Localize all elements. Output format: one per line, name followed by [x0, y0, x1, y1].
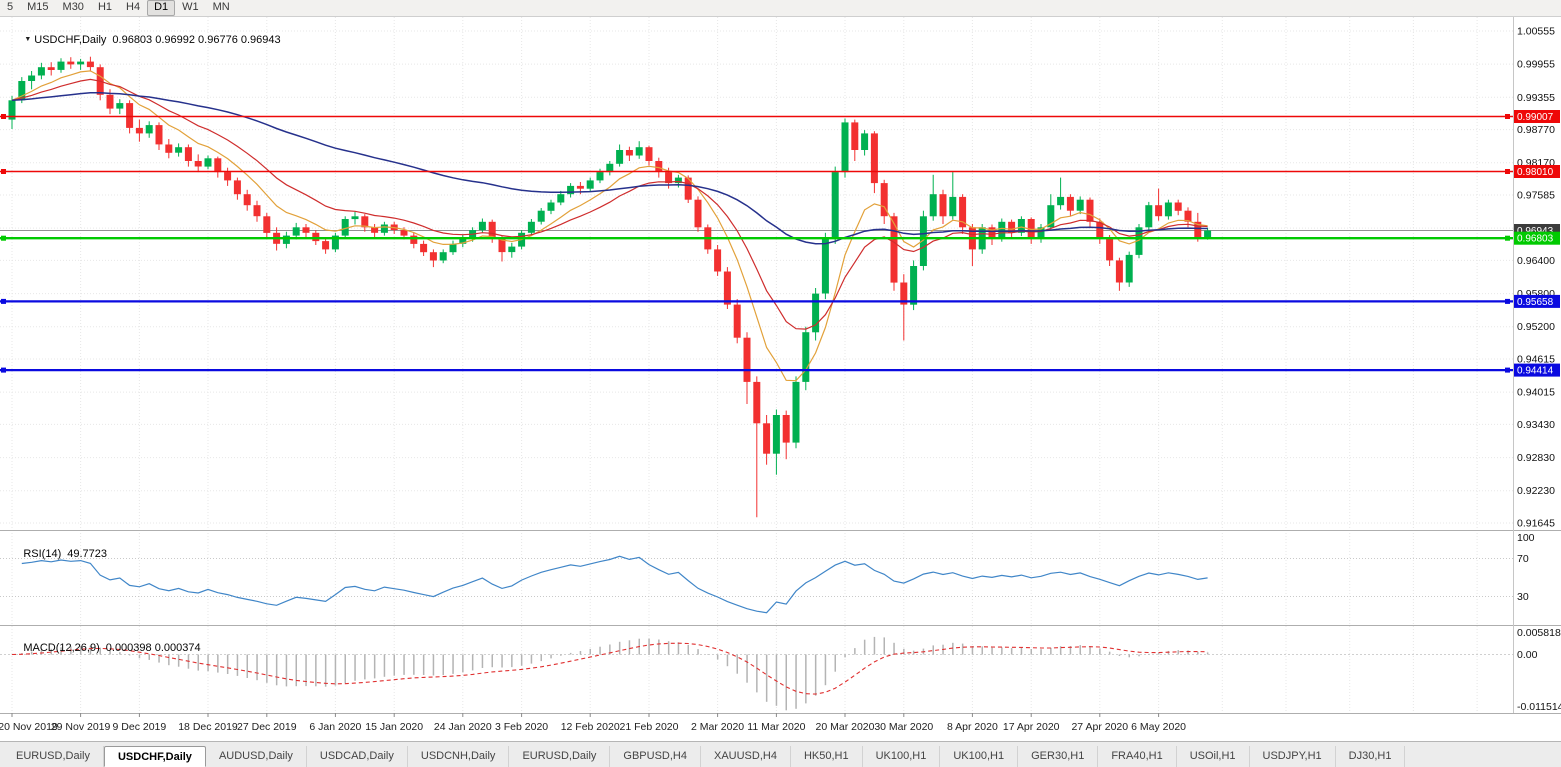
chart-tab-audusd-daily[interactable]: AUDUSD,Daily [205, 746, 307, 767]
svg-text:70: 70 [1517, 553, 1529, 565]
chart-tab-eurusd-daily[interactable]: EURUSD,Daily [3, 746, 104, 767]
svg-text:0.95658: 0.95658 [1517, 297, 1554, 308]
chart-tab-usdcnh-daily[interactable]: USDCNH,Daily [407, 746, 510, 767]
svg-text:0.99955: 0.99955 [1517, 59, 1555, 71]
svg-text:0.92230: 0.92230 [1517, 485, 1555, 497]
timeframe-button-w1[interactable]: W1 [182, 1, 199, 13]
svg-text:6 May 2020: 6 May 2020 [1131, 721, 1186, 733]
svg-text:0.96400: 0.96400 [1517, 255, 1555, 267]
timeframe-button-m30[interactable]: M30 [62, 1, 84, 13]
timeframe-button-h4[interactable]: H4 [126, 1, 141, 13]
svg-text:18 Dec 2019: 18 Dec 2019 [178, 721, 238, 733]
chart-tab-usdchf-daily[interactable]: USDCHF,Daily [103, 746, 206, 767]
chart-area: 1.00555 0.99955 0.99355 0.98770 0.98170 0.975… [0, 17, 1561, 741]
svg-text:0.005818: 0.005818 [1517, 627, 1561, 639]
chart-tab-uk100-h1[interactable]: UK100,H1 [940, 746, 1019, 767]
svg-text:0.93430: 0.93430 [1517, 419, 1555, 431]
svg-text:15 Jan 2020: 15 Jan 2020 [365, 721, 423, 733]
svg-text:17 Apr 2020: 17 Apr 2020 [1003, 721, 1060, 733]
svg-text:29 Nov 2019: 29 Nov 2019 [51, 721, 111, 733]
svg-text:27 Apr 2020: 27 Apr 2020 [1071, 721, 1128, 733]
svg-text:27 Dec 2019: 27 Dec 2019 [237, 721, 297, 733]
svg-text:21 Feb 2020: 21 Feb 2020 [620, 721, 679, 733]
svg-text:0.00: 0.00 [1517, 649, 1538, 661]
price-chart-canvas[interactable]: 1.00555 0.99955 0.99355 0.98770 0.98170 0.975… [0, 17, 1561, 741]
svg-text:0.96943: 0.96943 [1517, 226, 1554, 237]
svg-text:9 Dec 2019: 9 Dec 2019 [113, 721, 167, 733]
svg-text:0.99355: 0.99355 [1517, 92, 1555, 104]
svg-text:11 Mar 2020: 11 Mar 2020 [747, 721, 805, 733]
svg-text:8 Apr 2020: 8 Apr 2020 [947, 721, 998, 733]
svg-text:12 Feb 2020: 12 Feb 2020 [561, 721, 620, 733]
svg-text:24 Jan 2020: 24 Jan 2020 [434, 721, 492, 733]
chart-tabs-bar: EURUSD,Daily USDCHF,Daily AUDUSD,Daily USDC… [0, 741, 1561, 767]
svg-text:20 Mar 2020: 20 Mar 2020 [816, 721, 875, 733]
chart-tab-fra40-h1[interactable]: FRA40,H1 [1098, 746, 1177, 767]
svg-text:0.91645: 0.91645 [1517, 518, 1555, 530]
svg-text:0.96803: 0.96803 [1517, 234, 1554, 245]
svg-text:0.94015: 0.94015 [1517, 387, 1555, 399]
chart-tab-hk50-h1[interactable]: HK50,H1 [790, 746, 863, 767]
timeframe-toolbar: 5 M15 M30 H1 H4 D1 W1 MN [0, 0, 1561, 17]
chart-tab-xauusd-h4[interactable]: XAUUSD,H4 [700, 746, 791, 767]
svg-text:20 Nov 2019: 20 Nov 2019 [0, 721, 58, 733]
svg-text:1.00555: 1.00555 [1517, 26, 1555, 38]
timeframe-button-mn[interactable]: MN [212, 1, 230, 13]
svg-text:3 Feb 2020: 3 Feb 2020 [495, 721, 548, 733]
svg-text:0.95200: 0.95200 [1517, 321, 1555, 333]
svg-text:0.94615: 0.94615 [1517, 354, 1555, 366]
svg-text:0.99007: 0.99007 [1517, 112, 1554, 123]
chart-tab-usoil-h1[interactable]: USOil,H1 [1176, 746, 1250, 767]
svg-text:0.97585: 0.97585 [1517, 190, 1555, 202]
svg-text:30 Mar 2020: 30 Mar 2020 [874, 721, 933, 733]
chart-tab-ger30-h1[interactable]: GER30,H1 [1018, 746, 1099, 767]
chart-tab-uk100-h1[interactable]: UK100,H1 [862, 746, 941, 767]
chart-tab-usdjpy-h1[interactable]: USDJPY,H1 [1249, 746, 1336, 767]
timeframe-button-5[interactable]: 5 [7, 1, 14, 13]
chart-tab-usdcad-daily[interactable]: USDCAD,Daily [306, 746, 408, 767]
svg-text:6 Jan 2020: 6 Jan 2020 [309, 721, 361, 733]
svg-text:100: 100 [1517, 532, 1535, 544]
svg-text:0.92830: 0.92830 [1517, 452, 1555, 464]
svg-text:2 Mar 2020: 2 Mar 2020 [691, 721, 744, 733]
chart-tab-gbpusd-h4[interactable]: GBPUSD,H4 [610, 746, 701, 767]
timeframe-button-d1[interactable]: D1 [147, 0, 176, 16]
timeframe-button-h1[interactable]: H1 [97, 1, 112, 13]
svg-text:30: 30 [1517, 591, 1529, 603]
chart-tab-eurusd-daily[interactable]: EURUSD,Daily [509, 746, 611, 767]
svg-text:-0.011514: -0.011514 [1517, 701, 1561, 713]
svg-text:0.94414: 0.94414 [1517, 366, 1554, 377]
svg-text:0.98010: 0.98010 [1517, 167, 1554, 178]
timeframe-button-m15[interactable]: M15 [27, 1, 49, 13]
chart-tab-dj30-h1[interactable]: DJ30,H1 [1335, 746, 1406, 767]
svg-text:0.98770: 0.98770 [1517, 124, 1555, 136]
